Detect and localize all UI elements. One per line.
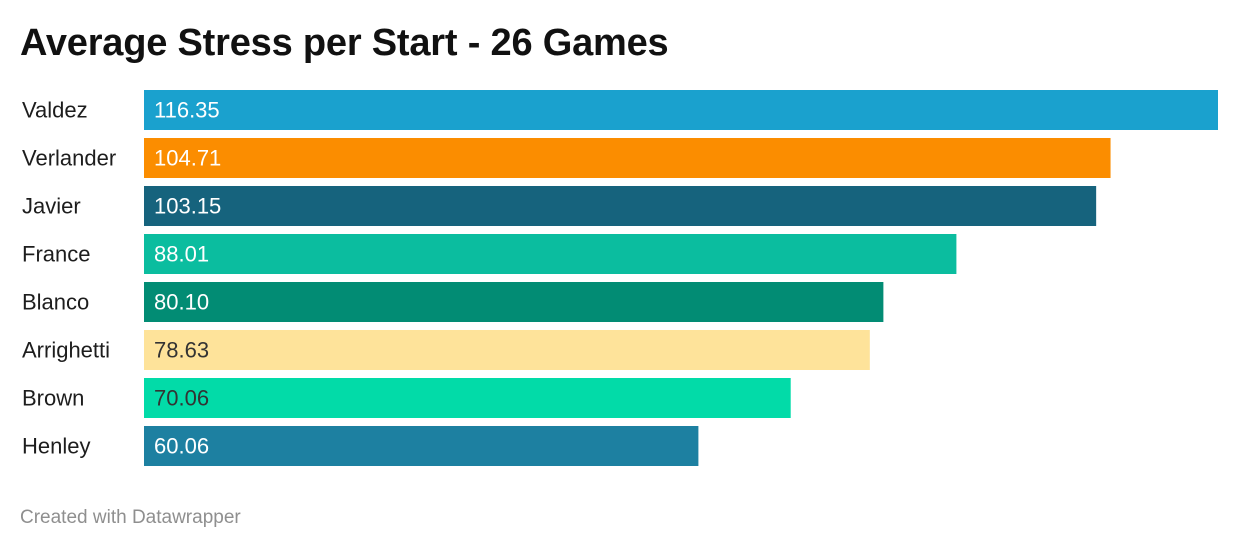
datawrapper-credit: Created with Datawrapper — [20, 507, 241, 528]
bar — [144, 90, 1218, 130]
bar — [144, 378, 791, 418]
category-label: Verlander — [22, 146, 116, 171]
chart-title: Average Stress per Start - 26 Games — [20, 22, 669, 64]
category-label: France — [22, 242, 90, 267]
bar-value-label: 80.10 — [154, 290, 209, 315]
bar-value-label: 70.06 — [154, 386, 209, 411]
bar-value-label: 88.01 — [154, 242, 209, 267]
bar-value-label: 104.71 — [154, 146, 221, 171]
bar — [144, 330, 870, 370]
bar — [144, 426, 699, 466]
bar-value-label: 60.06 — [154, 434, 209, 459]
bar — [144, 282, 884, 322]
category-label: Arrighetti — [22, 338, 110, 363]
category-label: Brown — [22, 386, 84, 411]
bar — [144, 138, 1111, 178]
category-label: Valdez — [22, 98, 88, 123]
bar — [144, 234, 957, 274]
category-label: Blanco — [22, 290, 89, 315]
bar — [144, 186, 1097, 226]
category-label: Javier — [22, 194, 81, 219]
bar-value-label: 78.63 — [154, 338, 209, 363]
bar-value-label: 103.15 — [154, 194, 221, 219]
bar-chart: Valdez 116.35 Verlander 104.71 Javier 103.15 F… — [22, 90, 1218, 466]
category-label: Henley — [22, 434, 90, 459]
bar-value-label: 116.35 — [154, 98, 220, 123]
